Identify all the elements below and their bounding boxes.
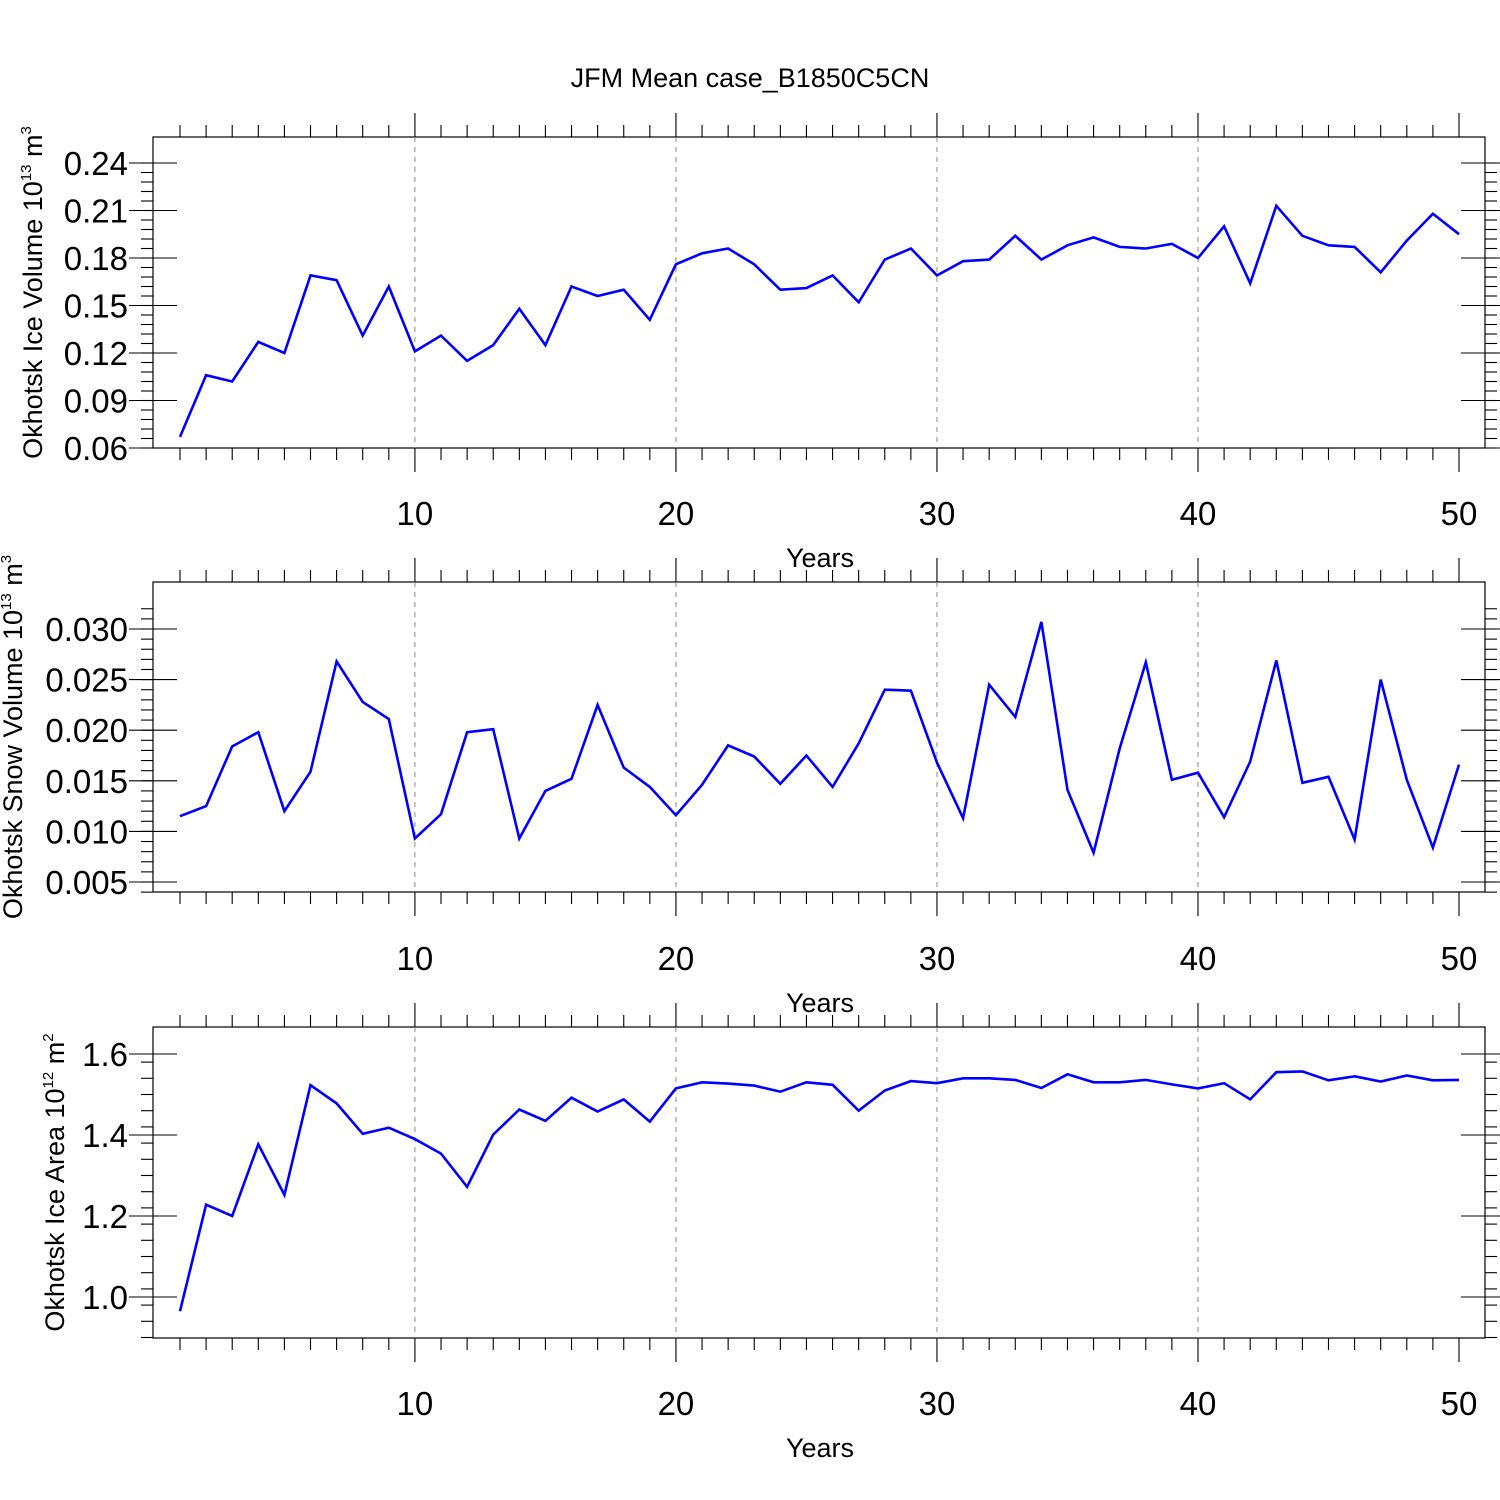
chart-panel-2: 0.005 0.010 0.015 0.020 0.025 0.030 10 20 30 40 50… <box>0 555 1500 1018</box>
x-tick-label: 40 <box>1180 495 1217 532</box>
y-tick-label: 0.15 <box>64 288 128 325</box>
x-tick-label: 50 <box>1441 940 1478 977</box>
y-tick-label: 1.4 <box>82 1117 128 1154</box>
x-tick-label: 50 <box>1441 1385 1478 1422</box>
y-tick-label: 0.030 <box>45 611 128 648</box>
x-tick-label: 20 <box>658 495 695 532</box>
x-tick-label: 10 <box>397 1385 434 1422</box>
y-tick-label: 1.2 <box>82 1198 128 1235</box>
x-tick-label: 30 <box>919 1385 956 1422</box>
y-tick-label: 1.0 <box>82 1279 128 1316</box>
y-tick-label: 0.21 <box>64 193 128 230</box>
figure-title: JFM Mean case_B1850C5CN <box>571 63 930 93</box>
series-line-1 <box>178 1070 1460 1312</box>
x-tick-label: 10 <box>397 495 434 532</box>
chart-panels: 0.06 0.09 0.12 0.15 0.18 0.21 0.24 10 20 30 40 50 Ye… <box>0 113 1500 1463</box>
x-tick-label: 20 <box>658 1385 695 1422</box>
x-tick-label: 40 <box>1180 940 1217 977</box>
x-tick-label: 30 <box>919 495 956 532</box>
x-tick-label: 50 <box>1441 495 1478 532</box>
y-tick-label: 0.025 <box>45 662 128 699</box>
y-axis-title: Okhotsk Ice Volume 1013 m3 <box>18 126 48 459</box>
y-tick-label: 0.09 <box>64 383 128 420</box>
x-tick-label: 10 <box>397 940 434 977</box>
x-axis-title: Years <box>786 1433 854 1463</box>
x-axis-title: Years <box>786 988 854 1018</box>
series-line-1 <box>178 203 1460 438</box>
y-tick-label: 0.06 <box>64 430 128 467</box>
plot-frame <box>152 136 1486 449</box>
y-axis-title: Okhotsk Snow Volume 1013 m3 <box>0 555 28 919</box>
y-tick-label: 0.015 <box>45 763 128 800</box>
x-tick-label: 40 <box>1180 1385 1217 1422</box>
y-tick-label: 0.24 <box>64 145 128 182</box>
y-tick-label: 0.005 <box>45 864 128 901</box>
y-tick-label: 0.12 <box>64 335 128 372</box>
chart-panel-1: 0.06 0.09 0.12 0.15 0.18 0.21 0.24 10 20 30 40 50 Ye… <box>18 113 1500 573</box>
x-axis-title: Years <box>786 543 854 573</box>
y-tick-label: 0.18 <box>64 240 128 277</box>
y-axis-title: Okhotsk Ice Area 1012 m2 <box>40 1033 70 1331</box>
y-tick-label: 0.020 <box>45 712 128 749</box>
series-line-1 <box>179 621 1461 857</box>
plot-frame <box>152 1026 1486 1339</box>
y-tick-label: 0.010 <box>45 813 128 850</box>
y-tick-label: 1.6 <box>82 1036 128 1073</box>
chart-panel-3: 1.0 1.2 1.4 1.6 10 20 30 40 50 Years Okhotsk Ice A… <box>40 1003 1500 1463</box>
x-tick-label: 20 <box>658 940 695 977</box>
plot-frame <box>152 581 1486 893</box>
x-tick-label: 30 <box>919 940 956 977</box>
